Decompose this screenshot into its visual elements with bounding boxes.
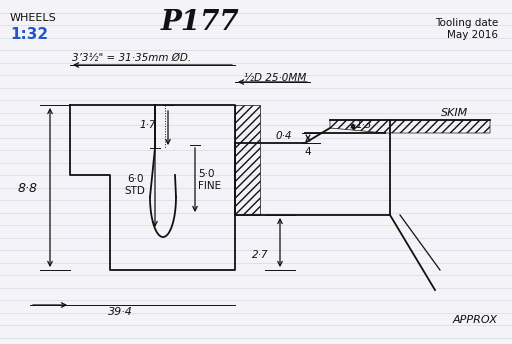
Text: APPROX: APPROX [453,315,498,325]
Text: ½D 25·0MM: ½D 25·0MM [244,73,306,83]
Text: Tooling date
May 2016: Tooling date May 2016 [435,18,498,40]
Text: 8·8: 8·8 [18,182,38,194]
Text: 1:32: 1:32 [10,26,48,42]
Text: 1·3: 1·3 [355,120,372,130]
Text: 2·7: 2·7 [252,250,268,260]
Text: 0·4: 0·4 [276,131,292,141]
Text: SKIM: SKIM [441,108,468,118]
Text: 4: 4 [305,147,311,157]
Text: 6·0
STD: 6·0 STD [124,174,145,196]
Text: 1·7: 1·7 [140,120,156,130]
Text: P177: P177 [161,9,239,35]
Text: 3’3½" = 31·35mm ØD.: 3’3½" = 31·35mm ØD. [72,53,191,63]
Text: 5·0
FINE: 5·0 FINE [198,169,221,191]
Text: WHEELS: WHEELS [10,13,57,23]
Text: 39·4: 39·4 [108,307,133,317]
